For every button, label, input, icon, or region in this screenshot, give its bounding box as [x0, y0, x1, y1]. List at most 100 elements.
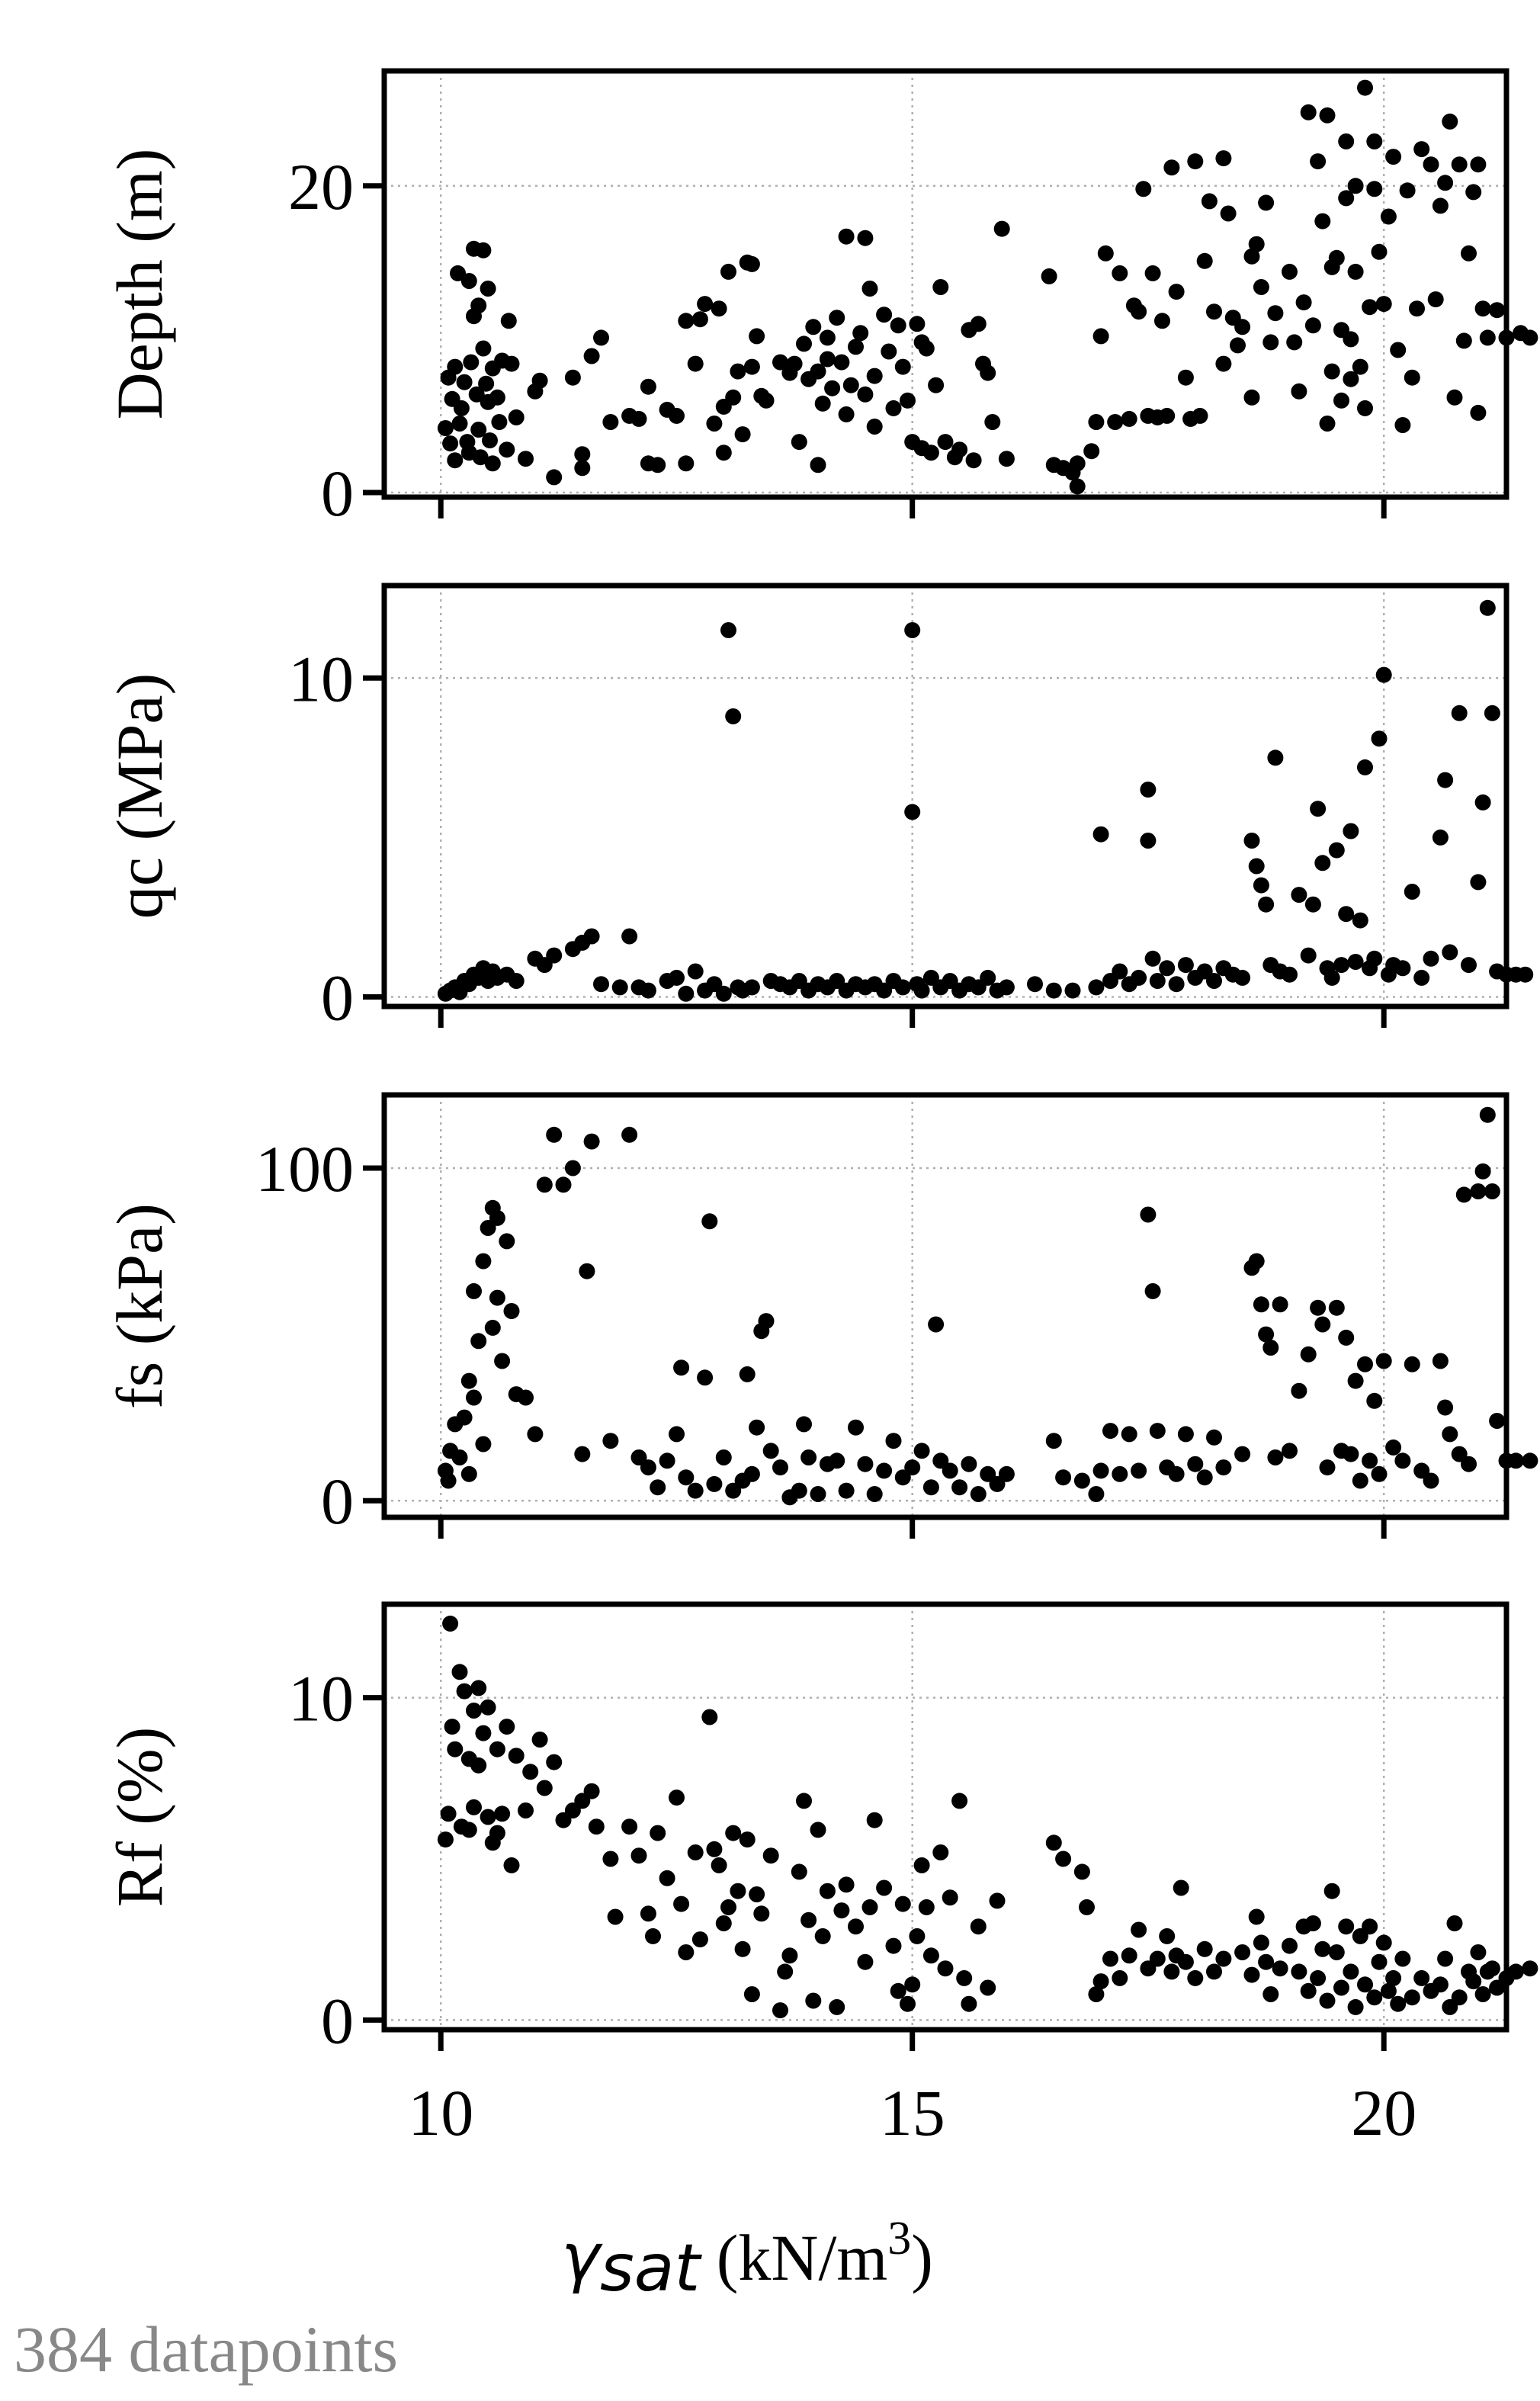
data-point — [961, 1995, 977, 2012]
data-point — [1258, 1326, 1275, 1343]
data-point — [928, 377, 945, 393]
data-point — [1140, 782, 1157, 798]
data-point — [1187, 1456, 1204, 1472]
data-point — [1177, 1953, 1194, 1970]
data-point — [913, 982, 930, 999]
data-point — [861, 1899, 878, 1915]
data-point — [913, 1443, 930, 1459]
data-point — [791, 1863, 807, 1880]
data-point — [536, 1780, 553, 1796]
data-point — [1437, 175, 1454, 191]
data-point — [494, 1353, 511, 1369]
data-point — [1163, 159, 1180, 176]
data-point — [1423, 950, 1439, 967]
data-point — [1282, 1937, 1298, 1954]
data-point — [456, 1409, 473, 1426]
data-point — [1304, 1915, 1321, 1931]
data-point — [447, 358, 464, 375]
data-point — [1333, 1979, 1349, 1996]
data-point — [1027, 976, 1043, 993]
data-point — [1338, 1329, 1355, 1346]
data-point — [480, 1699, 496, 1716]
data-point — [1394, 1950, 1411, 1967]
data-point — [734, 426, 751, 443]
data-point — [1300, 947, 1317, 964]
data-point — [472, 449, 489, 466]
data-point — [777, 1963, 794, 1980]
data-point — [621, 1818, 638, 1835]
data-point — [1253, 1296, 1269, 1313]
data-point — [918, 340, 935, 357]
y-tick-label: 20 — [288, 150, 354, 223]
data-point — [1432, 1353, 1449, 1369]
data-point — [1234, 319, 1251, 335]
data-point — [725, 1482, 742, 1499]
data-point — [1196, 1469, 1213, 1486]
data-point — [460, 273, 477, 289]
data-point — [478, 375, 495, 392]
data-point — [1362, 1918, 1378, 1935]
data-point — [518, 451, 534, 467]
data-point — [444, 1719, 460, 1735]
data-point — [1149, 1423, 1166, 1440]
panel-4: 0 10 Rf (%) — [103, 1601, 1538, 2057]
panel-2: 0 10 qc (MPa) — [103, 583, 1534, 1034]
data-point — [743, 358, 760, 375]
data-point — [932, 1452, 949, 1469]
data-point — [956, 1969, 973, 1986]
y-tick-label: 10 — [288, 642, 354, 715]
data-point — [470, 1333, 487, 1350]
panel-frame — [381, 1092, 1510, 1520]
data-point — [659, 1452, 675, 1469]
data-point — [838, 406, 855, 422]
data-point — [1206, 1963, 1222, 1980]
x-axis-label-close: ) — [911, 2221, 933, 2294]
data-point — [453, 400, 470, 416]
data-point — [810, 363, 826, 380]
data-point — [451, 416, 468, 432]
data-point — [1380, 208, 1397, 225]
data-point — [1177, 369, 1194, 386]
data-point — [1461, 1456, 1477, 1472]
data-point — [1347, 1372, 1364, 1389]
data-point — [1371, 1953, 1388, 1970]
data-point — [1427, 291, 1444, 308]
data-point — [866, 1812, 883, 1828]
data-point — [1442, 1426, 1458, 1443]
data-point — [673, 1895, 690, 1912]
data-point — [602, 1851, 619, 1867]
data-point — [1437, 1399, 1454, 1416]
data-point — [1517, 966, 1534, 983]
data-point — [1088, 414, 1105, 430]
data-point — [1432, 1976, 1449, 1993]
data-point — [993, 220, 1010, 237]
data-point — [1507, 1963, 1524, 1980]
panel-1: 0 20 Depth (m) — [103, 68, 1538, 530]
data-point — [583, 1783, 600, 1799]
data-point — [1173, 1879, 1189, 1896]
data-point — [951, 441, 968, 458]
data-point — [810, 1822, 826, 1838]
data-point — [829, 1998, 845, 2015]
data-point — [711, 300, 727, 317]
data-point — [1177, 1426, 1194, 1443]
data-point — [564, 369, 581, 386]
data-point — [1390, 342, 1407, 358]
data-point — [1328, 842, 1345, 859]
data-point — [1121, 1426, 1137, 1443]
data-point — [885, 1937, 902, 1954]
data-point — [1357, 79, 1373, 96]
data-point — [1323, 363, 1340, 380]
data-point — [1375, 1934, 1392, 1951]
data-point — [965, 452, 982, 469]
data-point — [475, 340, 492, 357]
data-point — [1310, 1969, 1327, 1986]
data-point — [1470, 156, 1487, 173]
data-point — [1215, 355, 1232, 372]
data-point — [904, 1459, 921, 1476]
data-point — [984, 414, 1001, 430]
data-point — [1177, 957, 1194, 974]
data-point — [574, 460, 591, 477]
data-point — [1286, 334, 1303, 351]
data-point — [470, 1680, 487, 1696]
